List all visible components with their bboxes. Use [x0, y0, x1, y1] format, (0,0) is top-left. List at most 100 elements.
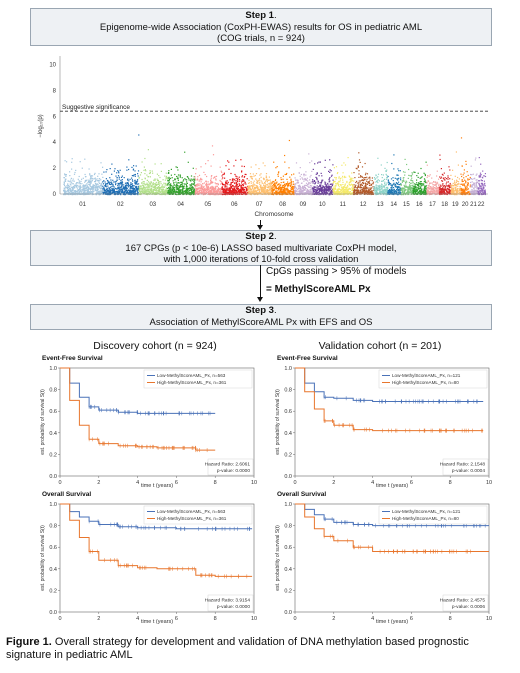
manhattan-point: [318, 175, 320, 177]
manhattan-point: [106, 193, 108, 195]
manhattan-point: [99, 193, 102, 195]
manhattan-point: [216, 191, 218, 193]
manhattan-point: [77, 190, 79, 192]
manhattan-point: [243, 183, 245, 185]
manhattan-point: [142, 184, 144, 186]
manhattan-point: [320, 191, 322, 193]
manhattan-point: [102, 188, 104, 190]
manhattan-point: [89, 183, 91, 185]
manhattan-point: [385, 178, 387, 180]
manhattan-point: [190, 189, 192, 191]
manhattan-point: [173, 184, 175, 186]
manhattan-point: [381, 188, 383, 190]
manhattan-point: [313, 187, 315, 189]
manhattan-point: [144, 183, 146, 185]
manhattan-point: [360, 191, 362, 193]
manhattan-point: [111, 181, 113, 183]
manhattan-point: [277, 192, 279, 194]
manhattan-point: [194, 186, 196, 188]
manhattan-point: [325, 182, 327, 184]
manhattan-point: [99, 192, 101, 194]
manhattan-point: [366, 178, 368, 180]
manhattan-point: [73, 192, 76, 194]
manhattan-point: [227, 187, 229, 189]
manhattan-point: [93, 184, 95, 187]
manhattan-point: [130, 183, 132, 185]
manhattan-point: [338, 177, 340, 179]
manhattan-point: [387, 192, 389, 194]
manhattan-point: [251, 191, 253, 193]
manhattan-point: [97, 183, 99, 185]
manhattan-point: [287, 183, 289, 185]
manhattan-point: [153, 185, 155, 187]
manhattan-point: [212, 187, 214, 189]
manhattan-point: [358, 184, 360, 186]
manhattan-point: [91, 188, 93, 190]
manhattan-point: [385, 170, 387, 172]
manhattan-point: [225, 190, 227, 192]
manhattan-point: [390, 178, 393, 180]
manhattan-point: [95, 189, 97, 191]
manhattan-point: [113, 181, 115, 183]
manhattan-point: [370, 192, 373, 194]
manhattan-point: [419, 181, 421, 183]
manhattan-point: [130, 182, 132, 184]
manhattan-point: [315, 191, 317, 193]
manhattan-point: [355, 187, 357, 189]
manhattan-point: [404, 171, 406, 173]
manhattan-point: [332, 188, 334, 190]
manhattan-point: [307, 191, 309, 193]
manhattan-point: [250, 177, 252, 179]
manhattan-point: [270, 183, 272, 185]
manhattan-point: [212, 193, 214, 196]
manhattan-point: [393, 154, 395, 156]
manhattan-point: [288, 139, 290, 142]
manhattan-point: [89, 184, 91, 186]
manhattan-point: [66, 185, 69, 187]
manhattan-point: [412, 181, 414, 184]
manhattan-point: [255, 178, 257, 180]
manhattan-point: [397, 179, 399, 181]
manhattan-point: [371, 177, 373, 179]
manhattan-point: [291, 185, 294, 187]
manhattan-point: [413, 183, 415, 185]
manhattan-point: [250, 191, 252, 193]
manhattan-point: [141, 188, 143, 190]
manhattan-point: [242, 180, 244, 182]
manhattan-point: [330, 183, 332, 185]
manhattan-point: [261, 182, 263, 184]
manhattan-point: [142, 190, 144, 192]
manhattan-point: [289, 176, 291, 178]
manhattan-point: [386, 169, 388, 171]
manhattan-point: [297, 189, 299, 191]
manhattan-point: [72, 183, 74, 185]
manhattan-point: [112, 186, 114, 188]
manhattan-point: [248, 179, 250, 181]
manhattan-point: [64, 160, 66, 162]
manhattan-point: [189, 186, 191, 188]
manhattan-point: [320, 187, 322, 189]
manhattan-point: [165, 182, 167, 184]
manhattan-point: [148, 186, 150, 188]
manhattan-point: [165, 172, 167, 174]
manhattan-point: [412, 184, 414, 186]
manhattan-point: [364, 182, 366, 184]
manhattan-point: [319, 182, 321, 184]
manhattan-point: [165, 191, 167, 193]
manhattan-point: [279, 187, 281, 189]
manhattan-point: [387, 180, 389, 182]
manhattan-point: [321, 191, 323, 193]
manhattan-point: [207, 193, 209, 195]
manhattan-point: [237, 187, 239, 189]
manhattan-point: [79, 181, 81, 183]
manhattan-point: [164, 192, 166, 194]
manhattan-point: [242, 179, 244, 181]
manhattan-point: [239, 180, 241, 182]
manhattan-point: [255, 188, 257, 190]
manhattan-point: [126, 189, 128, 191]
manhattan-point: [316, 177, 318, 179]
manhattan-point: [364, 191, 366, 193]
manhattan-point: [106, 189, 109, 191]
manhattan-point: [280, 191, 283, 193]
manhattan-point: [105, 186, 107, 188]
